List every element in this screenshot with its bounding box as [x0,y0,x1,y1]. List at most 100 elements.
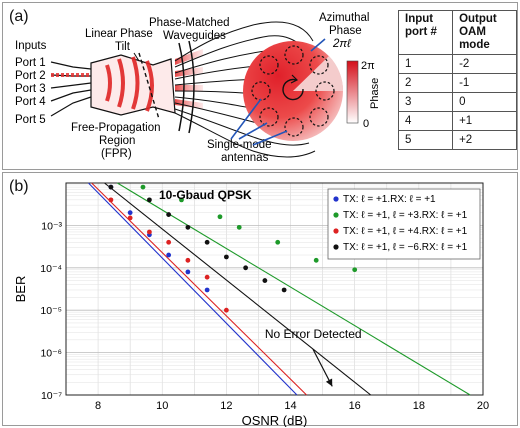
azimuthal-label-3: 2πℓ [332,38,351,50]
fit-line [104,182,372,396]
data-point [223,307,229,313]
waveguides-label-2: Waveguides [163,30,226,42]
y-tick-label: 10⁻⁵ [40,305,62,317]
wavefronts [105,56,154,112]
linear-phase-label-1: Linear Phase [85,28,153,40]
fit-line [88,182,298,396]
data-point [204,287,210,293]
data-point [204,239,210,245]
y-tick-label: 10⁻⁴ [40,263,62,275]
table-header-mode: Output OAM mode [452,10,517,55]
azimuthal-label-1: Azimuthal [319,12,370,24]
y-axis-label: BER [13,276,28,303]
table-row: 5 +2 [397,130,517,150]
phase-colorbar [346,60,359,124]
azimuthal-arrow [310,38,326,52]
legend-entry: TX: ℓ = +1, ℓ = +4.RX: ℓ = +1 [343,226,468,237]
y-tick-label: 10⁻³ [41,220,62,232]
table-row: 3 0 [397,92,517,112]
table-cell: 4 [397,111,454,131]
y-tick-label: 10⁻⁷ [41,390,62,402]
data-point [185,257,191,263]
legend-entry: TX: ℓ = +1.RX: ℓ = +1 [343,194,436,205]
x-tick-label: 20 [477,400,489,412]
table-cell: +2 [452,130,517,150]
data-point [204,274,210,280]
data-point [108,184,114,190]
x-tick-label: 10 [156,400,168,412]
data-point [275,239,281,245]
table-cell: -2 [452,54,517,74]
antennas-label-1: Single-mode [207,139,272,151]
linear-phase-arrow [133,52,140,62]
data-point [281,287,287,293]
table-header-port: Input port # [397,10,454,55]
tick-labels: 8 10 12 14 16 18 20 10⁻³ 10⁻⁴ 10⁻⁵ 10⁻⁶ 10⁻⁷ [40,220,489,412]
table-cell: 5 [397,130,454,150]
port-4-label: Port 4 [15,96,46,108]
data-point [179,197,184,203]
legend-entry: TX: ℓ = +1, ℓ = +3.RX: ℓ = +1 [343,210,468,221]
waveguide-boundary-2 [188,40,195,134]
fpr-label-2: Region [99,135,135,147]
table-cell: 2 [397,73,454,93]
fpr-label-3: (FPR) [101,148,132,160]
x-tick-label: 18 [413,400,425,412]
data-point [127,210,133,216]
data-point [236,224,242,230]
table-header-row: Input port # Output OAM mode [397,10,517,55]
fit-line [91,182,307,396]
table-cell: 3 [397,92,454,112]
curl-symbol [282,78,304,101]
legend-entry: TX: ℓ = +1, ℓ = −6.RX: ℓ = +1 [343,242,468,253]
waveguide-boundary-1 [178,42,185,132]
x-tick-label: 16 [349,400,361,412]
y-tick-label: 10⁻⁶ [40,348,62,360]
annotation-arrowhead [325,378,333,387]
data-point [140,184,146,190]
colorbar-bottom-label: 0 [363,118,369,130]
legend-box [327,188,481,260]
antenna-arrows [230,98,288,146]
port-2-label: Port 2 [15,70,46,82]
port-1-label: Port 1 [15,57,46,69]
fit-line [117,182,471,396]
curl-arrowhead [290,74,299,84]
legend-marker [333,212,339,218]
port-3-label: Port 3 [15,83,46,95]
chart-title: 10-Gbaud QPSK [159,188,252,202]
fpr-label-1: Free-Propagation [71,122,161,134]
ber-chart: 8 10 12 14 16 18 20 10⁻³ 10⁻⁴ 10⁻⁵ 10⁻⁶ 10⁻⁷ 10-Gba… [13,182,489,427]
antenna-circles [251,45,335,137]
data-point [127,215,133,221]
data-point [313,257,319,263]
data-point [185,224,191,230]
panel-b-label: (b) [9,178,29,195]
input-waveguides [50,61,92,117]
device-schematic: Inputs Port 1 Port 2 Port 3 Port 4 Port … [15,12,381,164]
data-point [108,197,114,203]
data-point [147,197,152,203]
table-cell: 0 [452,92,517,112]
data-point [166,252,172,258]
linear-phase-label-2: Tilt [115,41,131,53]
antennas-label-2: antennas [221,152,269,164]
data-point [185,269,191,275]
x-tick-label: 14 [284,400,296,412]
panel-a-label: (a) [9,8,29,25]
data-point [217,214,223,220]
colorbar-title: Phase [369,78,381,109]
azimuthal-label-2: Phase [329,25,362,37]
data-point [166,212,172,217]
legend-marker [333,228,339,234]
legend: TX: ℓ = +1.RX: ℓ = +1 TX: ℓ = +1, ℓ = +3.… [327,188,481,260]
data-point [352,267,358,273]
data-points [108,184,358,313]
colorbar-top-label: 2π [361,60,375,72]
x-tick-label: 8 [95,400,101,412]
panel-a: (a) Inputs Port 1 Port [2,2,518,170]
waveguides-label-1: Phase-Matched [149,17,230,29]
table-row: 2 -1 [397,73,517,93]
table-row: 1 -2 [397,54,517,74]
